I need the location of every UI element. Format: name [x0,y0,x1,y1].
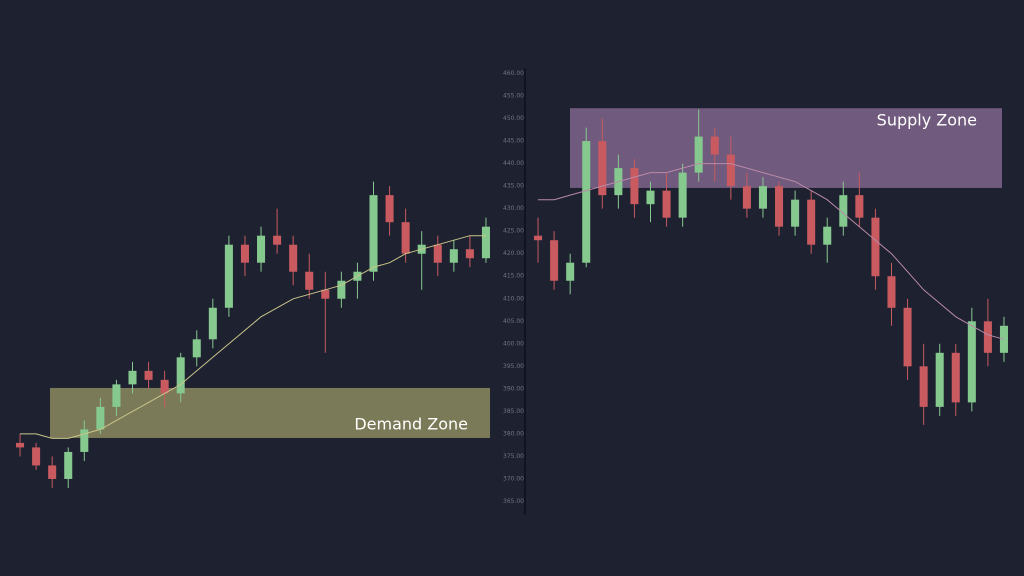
candle-body [919,366,928,407]
y-tick-label: 380.00 [503,430,524,437]
candle-body [775,186,784,227]
candle-body [192,339,201,358]
y-tick-label: 420.00 [503,250,524,257]
candle-body [481,226,490,259]
candle-body [598,141,607,196]
candle-body [289,244,298,272]
y-tick-label: 385.00 [503,408,524,415]
candle-body [128,370,137,385]
candle-body [80,429,89,452]
candle-body [369,195,378,272]
y-tick-label: 395.00 [503,363,524,370]
candle-body [224,244,233,308]
candle-body [742,186,751,209]
candle-body [582,141,591,263]
candle-body [16,442,25,448]
candle-body [32,447,41,466]
candle-body [823,226,832,245]
candle-body [433,244,442,263]
y-tick-label: 460.00 [503,70,524,77]
y-tick-label: 445.00 [503,138,524,145]
candle-body [791,199,800,227]
y-tick-label: 450.00 [503,115,524,122]
y-tick-label: 375.00 [503,453,524,460]
candle-body [208,307,217,340]
candle-body [887,276,896,308]
candle-body [144,370,153,380]
candle-body [96,406,105,430]
y-tick-label: 370.00 [503,475,524,482]
candle-body [112,384,121,407]
zone-label: Supply Zone [877,111,977,130]
candle-body [807,199,816,245]
y-tick-label: 400.00 [503,340,524,347]
candle-body [273,235,282,245]
candle-body [630,168,639,205]
candle-body [903,307,912,367]
candle-body [401,222,410,254]
candle-body [678,172,687,218]
candle-body [951,352,960,403]
candle-body [550,240,559,281]
candle-body [321,289,330,299]
y-tick-label: 455.00 [503,93,524,100]
zone [50,387,490,438]
candle-body [871,217,880,277]
candle-body [726,154,735,187]
candle-body [48,465,57,479]
candle-body [176,357,185,394]
candle-body [449,249,458,263]
candle-body [566,262,575,281]
candle-body [662,190,671,218]
candle-body [758,186,767,209]
candle-body [839,195,848,227]
y-tick-label: 430.00 [503,205,524,212]
candle-body [465,249,474,259]
y-tick-label: 435.00 [503,183,524,190]
candle-body [967,321,976,403]
candle-body [534,235,543,241]
candle-body [855,195,864,218]
candle-body [710,136,719,155]
candle-body [646,190,655,205]
candle-body [257,235,266,263]
y-tick-label: 440.00 [503,160,524,167]
candle-body [983,321,992,353]
moving-average [20,235,486,439]
zone-label: Demand Zone [354,414,468,433]
candle-body [337,280,346,299]
y-tick-label: 425.00 [503,228,524,235]
candle-body [240,244,249,263]
y-tick-label: 390.00 [503,385,524,392]
candle-body [305,271,314,290]
y-tick-label: 410.00 [503,295,524,302]
candle-body [385,195,394,223]
moving-average [538,163,1005,340]
candle-body [935,352,944,407]
y-tick-label: 415.00 [503,273,524,280]
y-tick-label: 405.00 [503,318,524,325]
candle-body [160,379,169,394]
candle-body [694,136,703,173]
candle-body [64,451,73,479]
y-tick-label: 365.00 [503,498,524,505]
